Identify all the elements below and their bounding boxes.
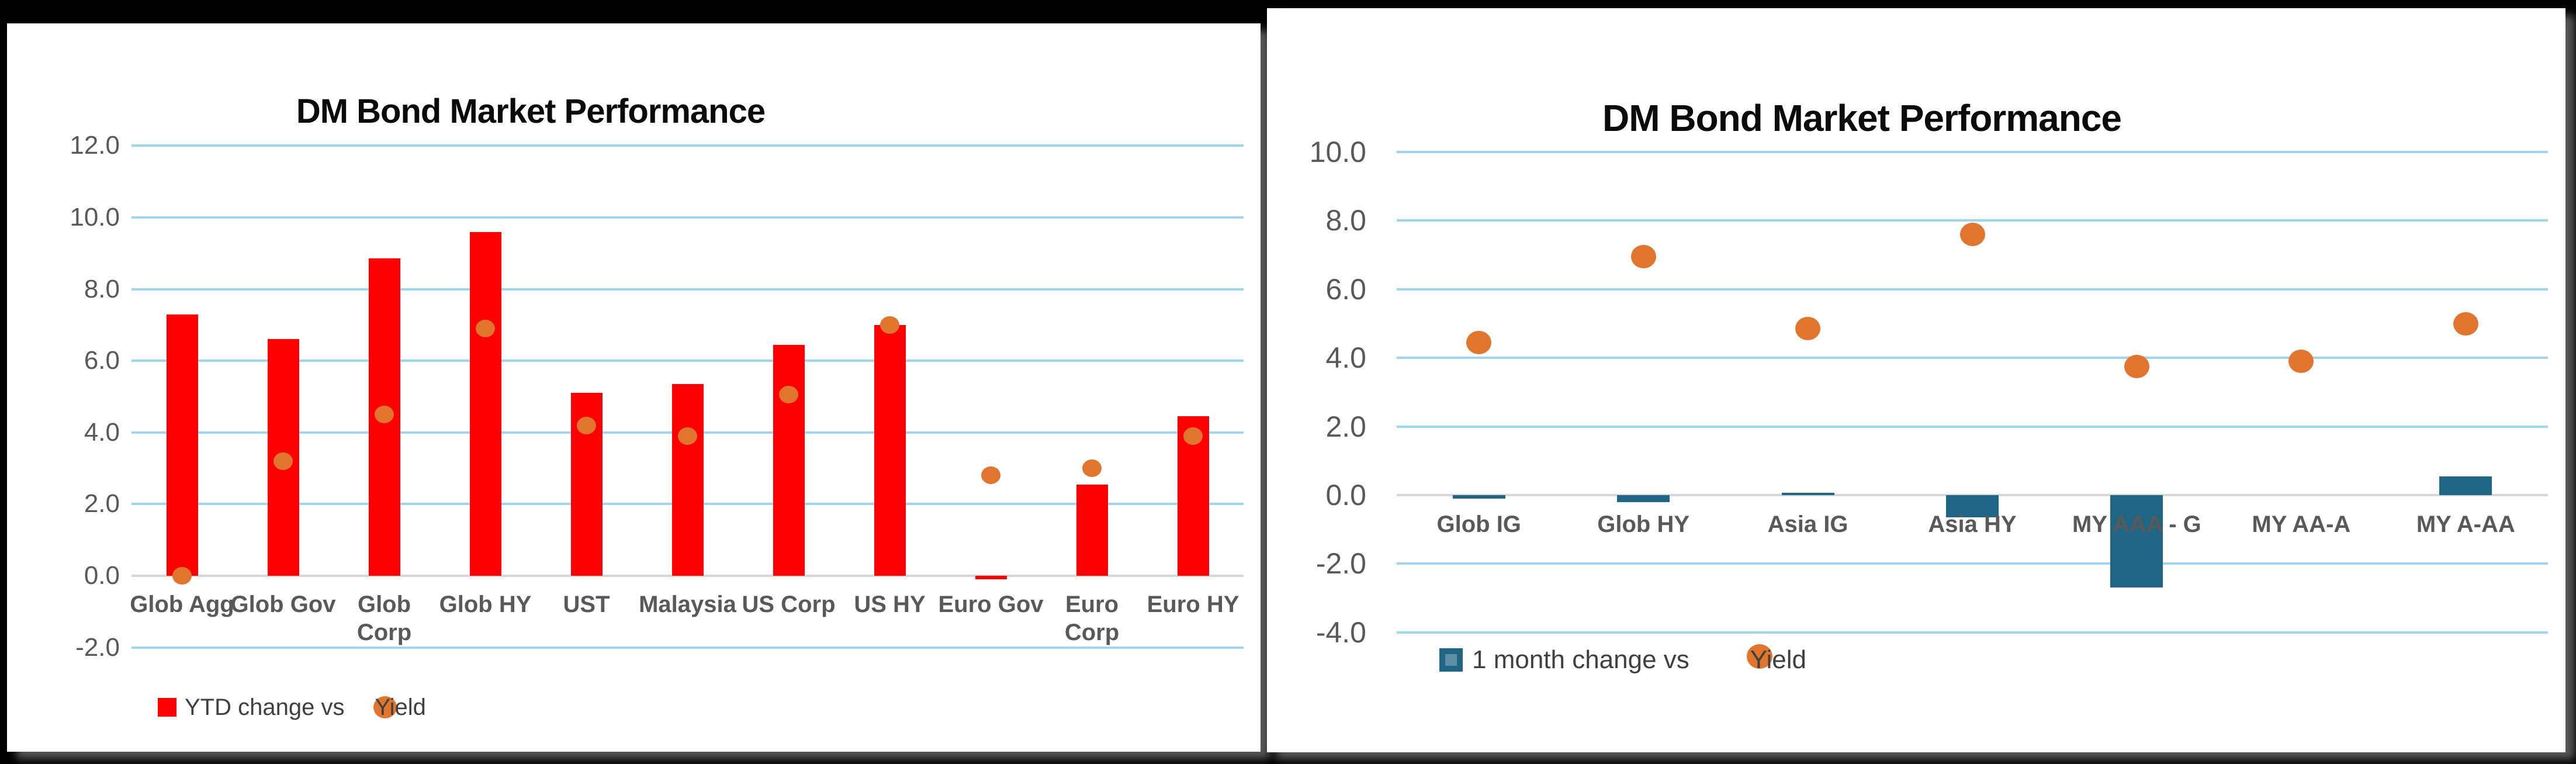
bar-asia-hy (1946, 495, 1999, 518)
right-chart-legend: 1 month change vs Yield (1439, 642, 1806, 677)
bar-glob-hy (469, 231, 501, 576)
category-label: MY AA-A (2252, 511, 2351, 537)
category-label: Glob Gov (230, 592, 336, 617)
category-label: Euro HY (1147, 592, 1239, 617)
yield-dot (172, 567, 192, 585)
left-chart-panel: DM Bond Market Performance 12.0 10.0 8.0 6.… (7, 23, 1261, 752)
left-chart-title: DM Bond Market Performance (296, 92, 766, 131)
yield-dot (779, 386, 798, 404)
yield-dot (880, 316, 899, 334)
category-label: Glob HY (439, 592, 532, 617)
bar-my-aaa---g (2110, 495, 2163, 588)
yield-legend-entry: Yield (1746, 644, 1807, 675)
y-tick-label: 2.0 (84, 489, 120, 518)
y-tick-label: 6.0 (1325, 272, 1366, 306)
yield-dot (1795, 317, 1821, 341)
category-label: Asia IG (1767, 511, 1848, 537)
yield-dot (1959, 222, 1985, 246)
category-label: Malaysia (639, 592, 736, 617)
category-label: Euro Corp (1064, 592, 1120, 645)
y-tick-label: 8.0 (1325, 204, 1366, 237)
right-chart-title: DM Bond Market Performance (1602, 97, 2122, 140)
category-label: UST (563, 592, 610, 617)
bar-glob-ig (1452, 495, 1505, 499)
yield-dot (2288, 350, 2314, 374)
category-label: MY A-AA (2416, 511, 2515, 537)
bar-glob-agg (166, 314, 198, 576)
y-tick-label: -2.0 (75, 632, 120, 662)
category-label: US Corp (742, 592, 836, 617)
y-tick-label: -4.0 (1315, 616, 1366, 649)
category-label: Glob Corp (356, 592, 412, 645)
left-chart-plot-area: 12.0 10.0 8.0 6.0 4.0 2.0 0.0 -2.0 Glob Agg Glob … (7, 23, 1261, 752)
left-chart-legend: YTD change vs Yield (158, 690, 426, 725)
category-label: Glob IG (1436, 511, 1521, 537)
yield-legend-entry: Yield (373, 694, 426, 721)
gridline (1397, 151, 2548, 153)
y-tick-label: 0.0 (1325, 479, 1366, 511)
gridline (131, 359, 1244, 362)
bar-euro-corp (1076, 484, 1108, 576)
bar-euro-gov (975, 576, 1007, 580)
yield-dot (1466, 330, 1492, 354)
gridline (1397, 219, 2548, 222)
right-chart-plot-area: 10.0 8.0 6.0 4.0 2.0 0.0 -2.0 -4.0 Glob IG Glob H… (1267, 8, 2565, 752)
yield-dot (981, 466, 1000, 485)
yield-dot (678, 427, 697, 445)
bar-glob-hy (1617, 495, 1670, 502)
category-label: Asia HY (1928, 511, 2017, 537)
one-month-change-legend-label: 1 month change vs (1472, 645, 1689, 674)
y-tick-label: 12.0 (70, 131, 120, 160)
yield-dot (2124, 354, 2149, 378)
category-label: MY AAA - G (2072, 511, 2201, 537)
bar-us-corp (773, 344, 805, 576)
yield-dot (2453, 312, 2478, 336)
bar-asia-ig (1781, 492, 1834, 495)
y-tick-label: 10.0 (70, 203, 120, 231)
yield-dot (375, 406, 394, 424)
gridline (1397, 631, 2548, 634)
yield-dot (476, 320, 495, 338)
gridline (131, 288, 1244, 291)
y-tick-label: 6.0 (84, 346, 120, 375)
gridline (1397, 425, 2548, 428)
y-tick-label: 10.0 (1309, 136, 1366, 168)
yield-dot (1082, 459, 1102, 478)
yield-legend-dot-icon (1746, 644, 1772, 669)
bar-malaysia (671, 384, 704, 576)
ytd-change-legend-label: YTD change vs (185, 694, 345, 720)
bar-us-hy (874, 324, 906, 576)
yield-legend-label: Yield (1750, 645, 1807, 674)
gridline (131, 144, 1244, 147)
legend-swatch-inner-highlight (1445, 654, 1457, 666)
yield-dot (1630, 245, 1656, 269)
one-month-change-legend-swatch (1439, 648, 1463, 672)
category-label: US HY (854, 592, 926, 617)
category-label: Glob Agg (130, 592, 234, 617)
y-tick-label: 4.0 (84, 417, 120, 447)
y-tick-label: 4.0 (1325, 341, 1366, 375)
yield-dot (577, 416, 596, 434)
gridline (1397, 562, 2548, 565)
gridline (1397, 357, 2548, 359)
ytd-change-legend-swatch (158, 698, 176, 717)
y-tick-label: 8.0 (84, 274, 120, 303)
yield-dot (273, 452, 293, 470)
category-label: Glob HY (1597, 511, 1690, 537)
y-tick-label: -2.0 (1315, 547, 1366, 580)
y-tick-label: 2.0 (1325, 410, 1366, 443)
y-tick-label: 0.0 (84, 561, 120, 590)
bar-my-a-aa (2439, 476, 2492, 495)
category-label: Euro Gov (938, 592, 1044, 617)
zero-axis-line (131, 575, 1244, 577)
right-chart-panel: DM Bond Market Performance 10.0 8.0 6.0 4.0… (1267, 8, 2565, 752)
yield-dot (1183, 427, 1203, 445)
yield-legend-label: Yield (375, 694, 426, 720)
gridline (1397, 288, 2548, 291)
yield-legend-dot-icon (373, 696, 397, 718)
gridline (131, 216, 1244, 219)
gridline (131, 646, 1244, 649)
